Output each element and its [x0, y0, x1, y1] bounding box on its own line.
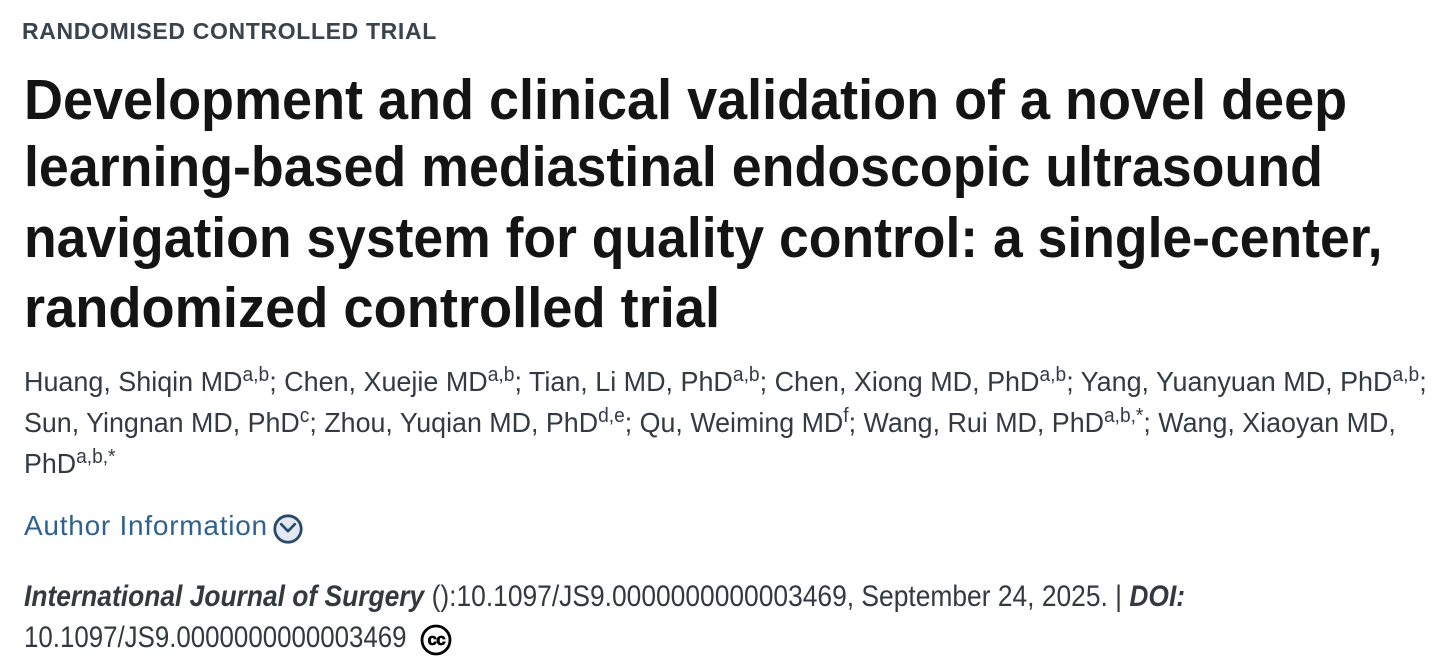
svg-text:cc: cc: [427, 629, 445, 648]
